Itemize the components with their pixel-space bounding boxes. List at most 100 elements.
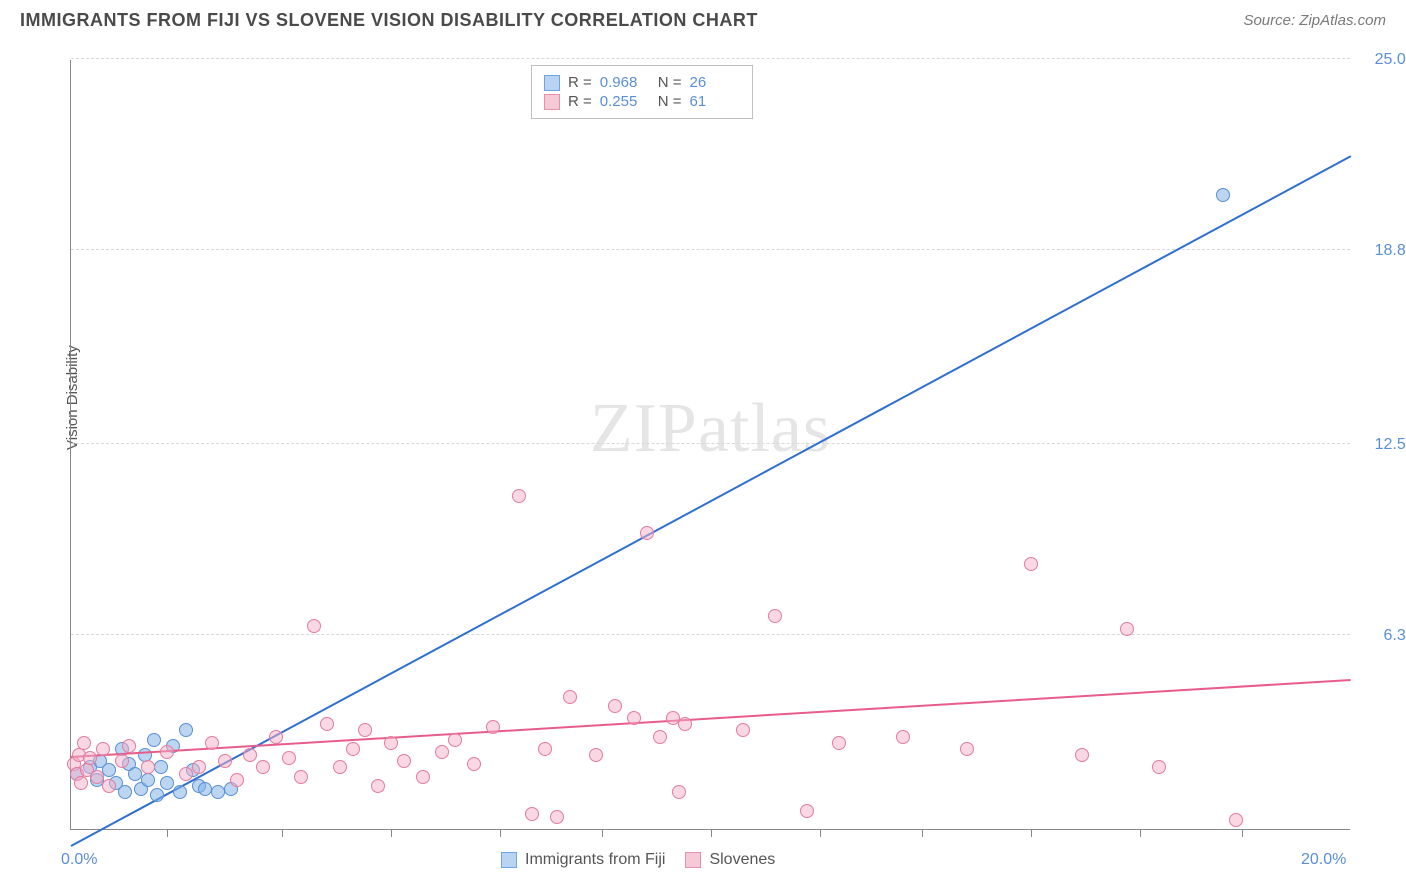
regression-line-slovenes [71, 679, 1351, 758]
watermark: ZIPatlas [590, 389, 831, 469]
r-value: 0.255 [600, 93, 650, 110]
scatter-point-slovenes [538, 742, 552, 756]
x-tick-label: 20.0% [1301, 851, 1346, 869]
x-minor-tick [711, 829, 712, 837]
scatter-point-slovenes [358, 723, 372, 737]
scatter-point-fiji [198, 782, 212, 796]
scatter-point-slovenes [589, 748, 603, 762]
scatter-point-slovenes [435, 745, 449, 759]
scatter-point-slovenes [243, 748, 257, 762]
legend-swatch [544, 75, 560, 91]
legend-swatch [501, 852, 517, 868]
legend-bottom-item: Immigrants from Fiji [501, 851, 665, 869]
scatter-point-slovenes [525, 807, 539, 821]
scatter-point-slovenes [416, 770, 430, 784]
scatter-point-slovenes [269, 730, 283, 744]
grid-line-h [71, 58, 1350, 59]
scatter-point-slovenes [736, 723, 750, 737]
scatter-point-slovenes [160, 745, 174, 759]
x-minor-tick [1242, 829, 1243, 837]
x-minor-tick [167, 829, 168, 837]
grid-line-h [71, 443, 1350, 444]
scatter-point-slovenes [1075, 748, 1089, 762]
scatter-point-slovenes [608, 699, 622, 713]
x-minor-tick [500, 829, 501, 837]
scatter-point-slovenes [678, 717, 692, 731]
x-minor-tick [391, 829, 392, 837]
scatter-point-slovenes [333, 760, 347, 774]
r-value: 0.968 [600, 74, 650, 91]
chart-container: Vision Disability ZIPatlas R =0.968N =26… [50, 50, 1390, 840]
scatter-point-slovenes [96, 742, 110, 756]
scatter-point-slovenes [102, 779, 116, 793]
x-minor-tick [820, 829, 821, 837]
scatter-point-slovenes [653, 730, 667, 744]
scatter-point-fiji [118, 785, 132, 799]
grid-line-h [71, 249, 1350, 250]
scatter-point-slovenes [90, 770, 104, 784]
r-label: R = [568, 74, 592, 91]
scatter-point-slovenes [397, 754, 411, 768]
scatter-point-slovenes [192, 760, 206, 774]
scatter-point-slovenes [74, 776, 88, 790]
scatter-point-slovenes [230, 773, 244, 787]
y-tick-label: 25.0% [1375, 51, 1406, 69]
correlation-legend: R =0.968N =26R =0.255N =61 [531, 65, 753, 119]
legend-top-row: R =0.968N =26 [544, 74, 740, 91]
x-minor-tick [1031, 829, 1032, 837]
n-value: 61 [690, 93, 740, 110]
scatter-point-slovenes [320, 717, 334, 731]
legend-label: Immigrants from Fiji [525, 851, 665, 869]
scatter-point-slovenes [83, 751, 97, 765]
scatter-point-slovenes [672, 785, 686, 799]
scatter-point-slovenes [1152, 760, 1166, 774]
scatter-point-fiji [1216, 188, 1230, 202]
scatter-point-slovenes [896, 730, 910, 744]
scatter-point-slovenes [768, 609, 782, 623]
scatter-point-slovenes [563, 690, 577, 704]
scatter-point-fiji [150, 788, 164, 802]
scatter-point-fiji [160, 776, 174, 790]
scatter-point-slovenes [179, 767, 193, 781]
source-label: Source: ZipAtlas.com [1243, 12, 1386, 29]
scatter-point-slovenes [115, 754, 129, 768]
scatter-point-slovenes [371, 779, 385, 793]
scatter-point-slovenes [294, 770, 308, 784]
scatter-point-slovenes [218, 754, 232, 768]
y-tick-label: 12.5% [1375, 436, 1406, 454]
scatter-point-slovenes [486, 720, 500, 734]
x-minor-tick [282, 829, 283, 837]
scatter-point-slovenes [384, 736, 398, 750]
scatter-point-slovenes [256, 760, 270, 774]
r-label: R = [568, 93, 592, 110]
scatter-point-fiji [147, 733, 161, 747]
scatter-point-slovenes [346, 742, 360, 756]
scatter-point-slovenes [307, 619, 321, 633]
scatter-point-slovenes [448, 733, 462, 747]
x-tick-label: 0.0% [61, 851, 97, 869]
series-legend: Immigrants from Fiji Slovenes [501, 851, 775, 869]
y-tick-label: 18.8% [1375, 242, 1406, 260]
chart-title: IMMIGRANTS FROM FIJI VS SLOVENE VISION D… [20, 10, 758, 31]
scatter-point-slovenes [77, 736, 91, 750]
x-minor-tick [922, 829, 923, 837]
scatter-point-fiji [141, 773, 155, 787]
scatter-point-slovenes [282, 751, 296, 765]
scatter-point-slovenes [1120, 622, 1134, 636]
scatter-point-fiji [173, 785, 187, 799]
legend-bottom-item: Slovenes [685, 851, 775, 869]
scatter-point-slovenes [627, 711, 641, 725]
scatter-point-slovenes [512, 489, 526, 503]
scatter-point-slovenes [122, 739, 136, 753]
scatter-point-slovenes [1229, 813, 1243, 827]
x-minor-tick [1140, 829, 1141, 837]
n-label: N = [658, 93, 682, 110]
scatter-point-slovenes [800, 804, 814, 818]
scatter-point-slovenes [467, 757, 481, 771]
n-value: 26 [690, 74, 740, 91]
y-tick-label: 6.3% [1384, 627, 1406, 645]
plot-area: ZIPatlas R =0.968N =26R =0.255N =61 Immi… [70, 60, 1350, 830]
scatter-point-slovenes [141, 760, 155, 774]
scatter-point-slovenes [960, 742, 974, 756]
scatter-point-slovenes [1024, 557, 1038, 571]
